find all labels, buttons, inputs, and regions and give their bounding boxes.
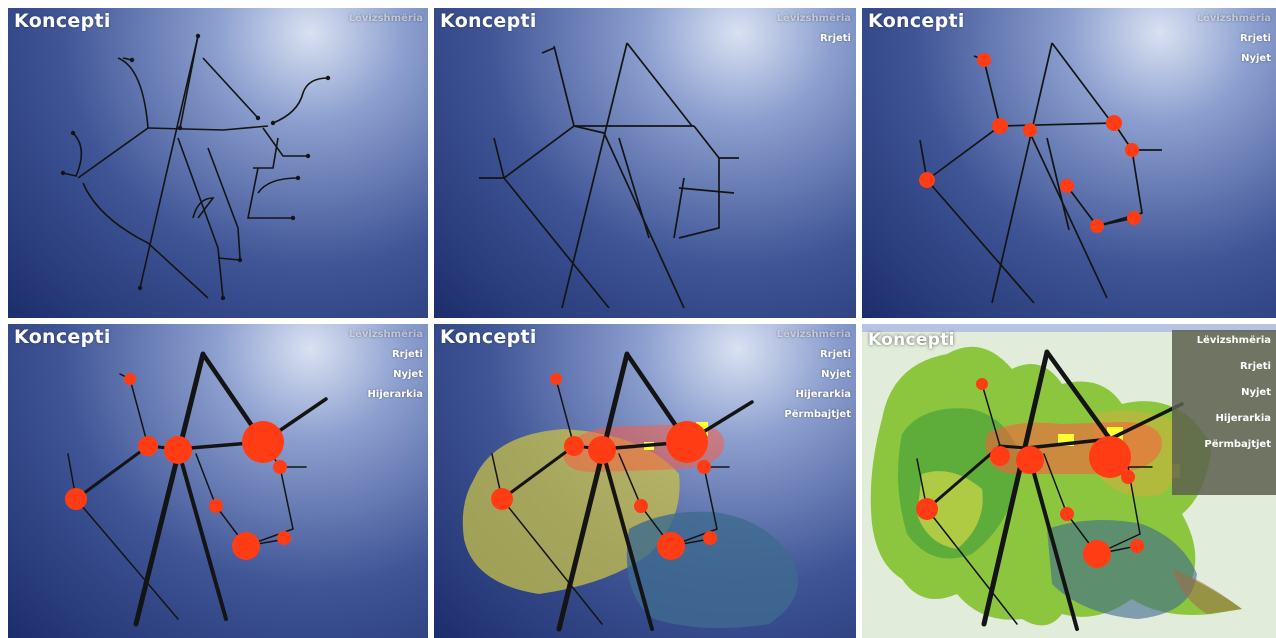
panel-title: Koncepti <box>14 10 111 32</box>
panel-legend: Lëvizshmëria Rrjeti Nyjet Hijerarkia Për… <box>1172 330 1276 495</box>
panel-legend: Lëvizshmëria <box>349 13 423 33</box>
panel-title: Koncepti <box>440 326 537 348</box>
mobility-lines <box>60 33 331 301</box>
legend-item: Lëvizshmëria <box>776 329 851 340</box>
legend-item: Lëvizshmëria <box>1196 335 1271 346</box>
legend-item: Rrjeti <box>819 33 851 44</box>
panel-hierarchy: Koncepti Lëvizshmëria Rrjeti Nyjet Hijer… <box>8 324 428 638</box>
legend-item: Hijerarkia <box>367 389 423 400</box>
panel-legend: Lëvizshmëria Rrjeti Nyjet Hijerarkia Për… <box>777 329 851 429</box>
panel-title: Koncepti <box>868 330 955 350</box>
legend-item: Rrjeti <box>819 349 851 360</box>
panel-title: Koncepti <box>440 10 537 32</box>
contents-network <box>462 351 798 632</box>
panel-legend: Lëvizshmëria Rrjeti <box>777 13 851 53</box>
panel-legend: Lëvizshmëria Rrjeti Nyjet <box>1197 13 1271 73</box>
legend-item: Lëvizshmëria <box>348 329 423 340</box>
legend-item: Rrjeti <box>1239 361 1271 372</box>
legend-item: Hijerarkia <box>1215 413 1271 424</box>
blue-zone <box>626 511 798 628</box>
panel-network: Koncepti Lëvizshmëria Rrjeti <box>434 8 856 318</box>
panel-contents: Koncepti Lëvizshmëria Rrjeti Nyjet Hijer… <box>434 324 856 638</box>
hierarchy-network <box>65 351 328 627</box>
legend-item: Rrjeti <box>391 349 423 360</box>
legend-item: Hijerarkia <box>795 389 851 400</box>
legend-item: Nyjet <box>393 369 423 380</box>
panel-title: Koncepti <box>868 10 965 32</box>
panel-legend: Lëvizshmëria Rrjeti Nyjet Hijerarkia <box>349 329 423 409</box>
legend-item: Nyjet <box>821 369 851 380</box>
panel-nodes: Koncepti Lëvizshmëria Rrjeti Nyjet <box>862 8 1276 318</box>
nodes-network <box>919 42 1162 304</box>
legend-item: Përmbajtjet <box>784 409 851 420</box>
panel-map-overlay: Koncepti Lëvizshmëria Rrjeti Nyjet Hijer… <box>862 324 1276 638</box>
legend-item: Nyjet <box>1241 53 1271 64</box>
legend-item: Lëvizshmëria <box>776 13 851 24</box>
legend-item: Lëvizshmëria <box>348 13 423 24</box>
blue-zone <box>1047 520 1197 619</box>
panel-title: Koncepti <box>14 326 111 348</box>
legend-item: Lëvizshmëria <box>1196 13 1271 24</box>
network-lines <box>479 42 739 309</box>
legend-item: Rrjeti <box>1239 33 1271 44</box>
panel-mobility: Koncepti Lëvizshmëria <box>8 8 428 318</box>
legend-item: Nyjet <box>1241 387 1271 398</box>
legend-item: Përmbajtjet <box>1204 439 1271 450</box>
